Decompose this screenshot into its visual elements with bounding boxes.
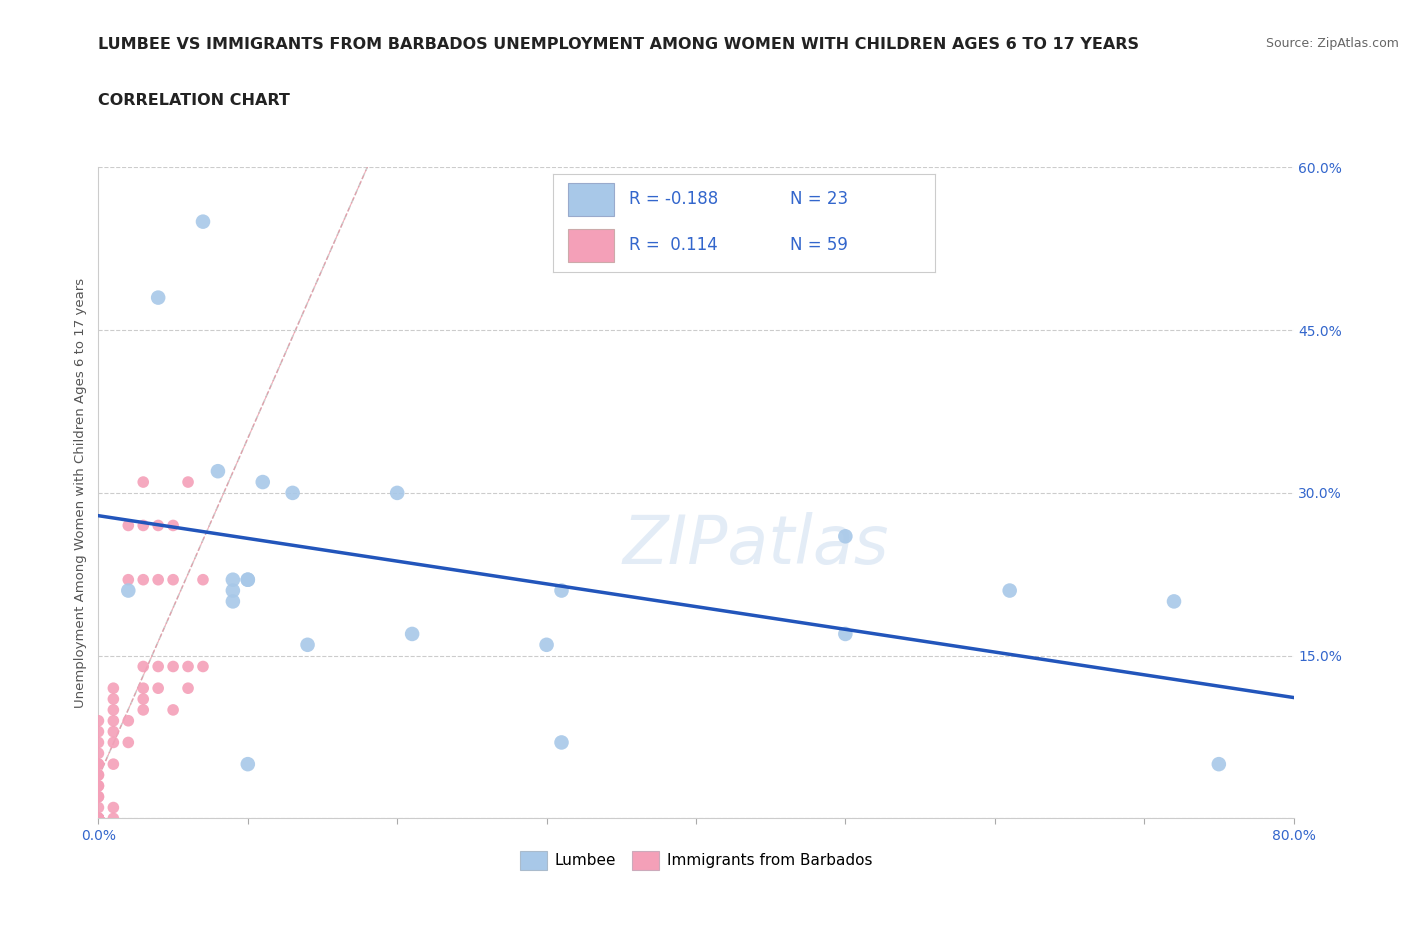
- Point: [191, 214, 214, 229]
- Point: [236, 572, 259, 587]
- Point: [132, 659, 155, 674]
- Point: [1163, 594, 1185, 609]
- Point: [117, 713, 139, 728]
- Point: [117, 518, 139, 533]
- Point: [87, 790, 110, 804]
- Point: [1208, 757, 1230, 772]
- Point: [87, 757, 110, 772]
- Point: [87, 811, 110, 826]
- Text: Source: ZipAtlas.com: Source: ZipAtlas.com: [1265, 37, 1399, 50]
- Point: [87, 811, 110, 826]
- Point: [87, 811, 110, 826]
- Legend: Lumbee, Immigrants from Barbados: Lumbee, Immigrants from Barbados: [513, 845, 879, 876]
- Point: [87, 811, 110, 826]
- Point: [103, 811, 125, 826]
- Point: [297, 637, 319, 652]
- Point: [117, 572, 139, 587]
- Point: [191, 572, 214, 587]
- Point: [148, 659, 170, 674]
- Point: [222, 583, 245, 598]
- Point: [132, 474, 155, 489]
- Point: [87, 713, 110, 728]
- Point: [117, 735, 139, 750]
- Point: [87, 746, 110, 761]
- Point: [550, 583, 572, 598]
- Point: [834, 627, 856, 642]
- Text: LUMBEE VS IMMIGRANTS FROM BARBADOS UNEMPLOYMENT AMONG WOMEN WITH CHILDREN AGES 6: LUMBEE VS IMMIGRANTS FROM BARBADOS UNEMP…: [98, 37, 1139, 52]
- Point: [148, 290, 170, 305]
- Point: [177, 659, 200, 674]
- Point: [103, 681, 125, 696]
- Point: [132, 702, 155, 717]
- Point: [207, 464, 229, 479]
- Point: [162, 702, 184, 717]
- Point: [132, 518, 155, 533]
- Point: [236, 757, 259, 772]
- Point: [148, 572, 170, 587]
- Point: [87, 767, 110, 782]
- Point: [148, 518, 170, 533]
- Point: [103, 702, 125, 717]
- Point: [103, 713, 125, 728]
- Point: [87, 778, 110, 793]
- Point: [103, 724, 125, 739]
- Point: [177, 681, 200, 696]
- Point: [87, 811, 110, 826]
- Y-axis label: Unemployment Among Women with Children Ages 6 to 17 years: Unemployment Among Women with Children A…: [75, 278, 87, 708]
- Point: [162, 518, 184, 533]
- Point: [103, 757, 125, 772]
- Point: [87, 811, 110, 826]
- Point: [87, 811, 110, 826]
- Point: [87, 778, 110, 793]
- Point: [103, 800, 125, 815]
- Point: [236, 572, 259, 587]
- Point: [222, 572, 245, 587]
- Point: [87, 811, 110, 826]
- Point: [87, 724, 110, 739]
- Point: [132, 681, 155, 696]
- Point: [87, 811, 110, 826]
- Point: [87, 735, 110, 750]
- Point: [103, 735, 125, 750]
- Point: [87, 811, 110, 826]
- Point: [998, 583, 1021, 598]
- Point: [191, 659, 214, 674]
- Point: [281, 485, 304, 500]
- Point: [222, 594, 245, 609]
- Point: [103, 692, 125, 707]
- Point: [834, 529, 856, 544]
- Point: [132, 692, 155, 707]
- Text: ZIPatlas: ZIPatlas: [623, 512, 889, 578]
- Point: [87, 811, 110, 826]
- Point: [536, 637, 558, 652]
- Point: [148, 681, 170, 696]
- Point: [87, 757, 110, 772]
- Text: CORRELATION CHART: CORRELATION CHART: [98, 93, 290, 108]
- Point: [162, 659, 184, 674]
- Point: [162, 572, 184, 587]
- Point: [87, 767, 110, 782]
- Point: [87, 790, 110, 804]
- Point: [401, 627, 423, 642]
- Point: [550, 735, 572, 750]
- Point: [87, 811, 110, 826]
- Point: [117, 583, 139, 598]
- Point: [87, 811, 110, 826]
- Point: [385, 485, 409, 500]
- Point: [132, 572, 155, 587]
- Point: [87, 800, 110, 815]
- Point: [177, 474, 200, 489]
- Point: [252, 474, 274, 489]
